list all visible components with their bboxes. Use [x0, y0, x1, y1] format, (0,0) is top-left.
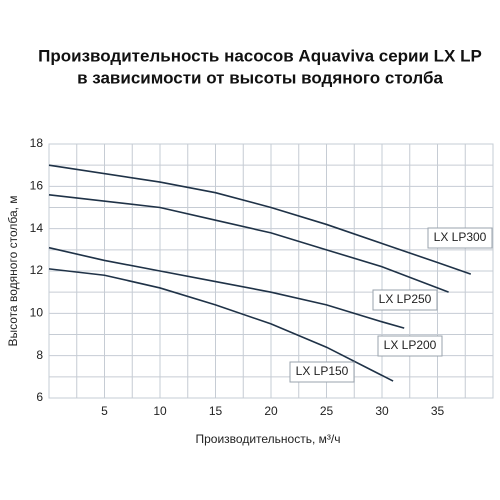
y-tick-label: 16 — [30, 179, 44, 193]
series-line — [48, 268, 394, 382]
series-label: LX LP150 — [296, 364, 349, 378]
label-box — [377, 335, 443, 357]
label-box — [427, 227, 493, 249]
series-line — [48, 164, 472, 275]
series-label: LX LP250 — [379, 292, 432, 306]
chart-title: в зависимости от высоты водяного столба — [77, 68, 443, 87]
series-label: LX LP300 — [434, 230, 487, 244]
plot-frame — [48, 143, 494, 399]
x-axis-label: Производительность, м³/ч — [196, 432, 341, 446]
series-line — [48, 246, 405, 329]
chart-title: Производительность насосов Aquaviva сери… — [38, 46, 482, 65]
y-tick-label: 6 — [36, 390, 43, 404]
label-box — [372, 289, 438, 311]
x-tick-label: 25 — [320, 404, 334, 418]
x-tick-label: 20 — [264, 404, 278, 418]
x-tick-label: 30 — [375, 404, 389, 418]
x-tick-label: 10 — [153, 404, 167, 418]
y-tick-label: 10 — [30, 306, 44, 320]
y-tick-label: 18 — [30, 136, 44, 150]
series-line — [48, 194, 449, 293]
y-tick-label: 14 — [30, 221, 44, 235]
y-tick-label: 8 — [36, 348, 43, 362]
y-tick-label: 12 — [30, 263, 44, 277]
x-tick-label: 15 — [209, 404, 223, 418]
label-box — [289, 361, 355, 383]
x-tick-label: 5 — [101, 404, 108, 418]
series-label: LX LP200 — [384, 338, 437, 352]
x-tick-label: 35 — [431, 404, 445, 418]
y-axis-label: Высота водяного столба, м — [6, 195, 20, 346]
